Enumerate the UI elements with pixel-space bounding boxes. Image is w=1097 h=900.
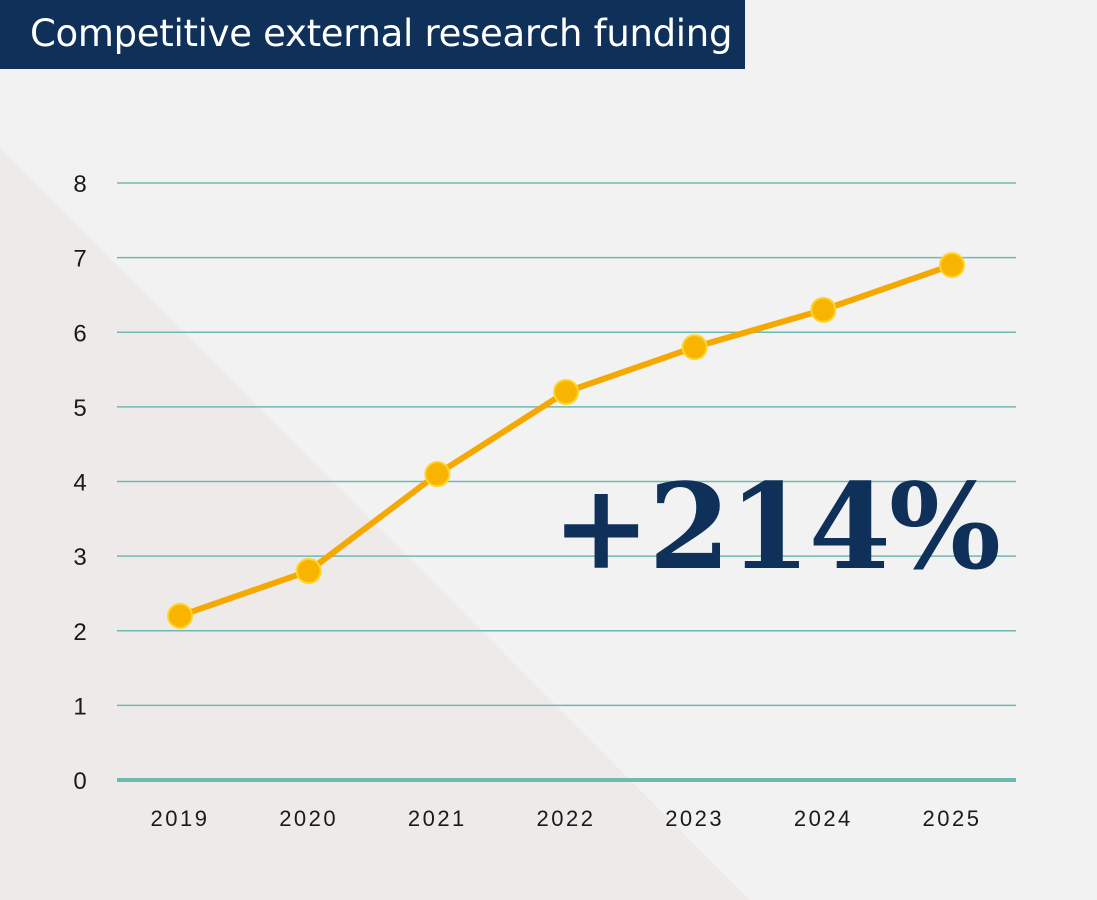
x-axis-ticks: 2019 2020 2021 2022 2023 2024 2025 — [151, 806, 982, 831]
data-point-2019 — [167, 602, 193, 629]
data-points — [167, 252, 965, 629]
x-tick-label: 2020 — [279, 806, 338, 831]
data-point-2023 — [681, 334, 708, 361]
gridlines — [117, 182, 1016, 782]
data-point-2025 — [939, 252, 965, 279]
data-point-2024 — [810, 296, 837, 323]
x-tick-label: 2022 — [537, 806, 596, 831]
y-tick-label: 0 — [73, 768, 86, 795]
chart-title: Competitive external research funding — [30, 12, 733, 55]
y-tick-label: 2 — [73, 619, 86, 646]
x-tick-label: 2025 — [923, 806, 982, 831]
x-tick-label: 2021 — [408, 806, 467, 831]
growth-callout: +214% — [551, 457, 1001, 596]
y-tick-label: 4 — [73, 470, 86, 497]
title-banner: Competitive external research funding — [0, 0, 745, 69]
y-tick-label: 8 — [73, 171, 86, 198]
y-tick-label: 6 — [73, 320, 86, 347]
x-tick-label: 2019 — [151, 806, 210, 831]
data-point-2020 — [295, 558, 322, 585]
data-point-2021 — [424, 461, 451, 488]
y-axis-ticks: 0 1 2 3 4 5 6 7 8 — [73, 171, 86, 795]
data-point-2022 — [553, 378, 579, 405]
y-tick-label: 5 — [73, 395, 86, 422]
x-tick-label: 2023 — [665, 806, 724, 831]
y-tick-label: 1 — [73, 693, 86, 720]
x-tick-label: 2024 — [794, 806, 853, 831]
y-tick-label: 3 — [73, 544, 86, 571]
y-tick-label: 7 — [73, 246, 86, 273]
